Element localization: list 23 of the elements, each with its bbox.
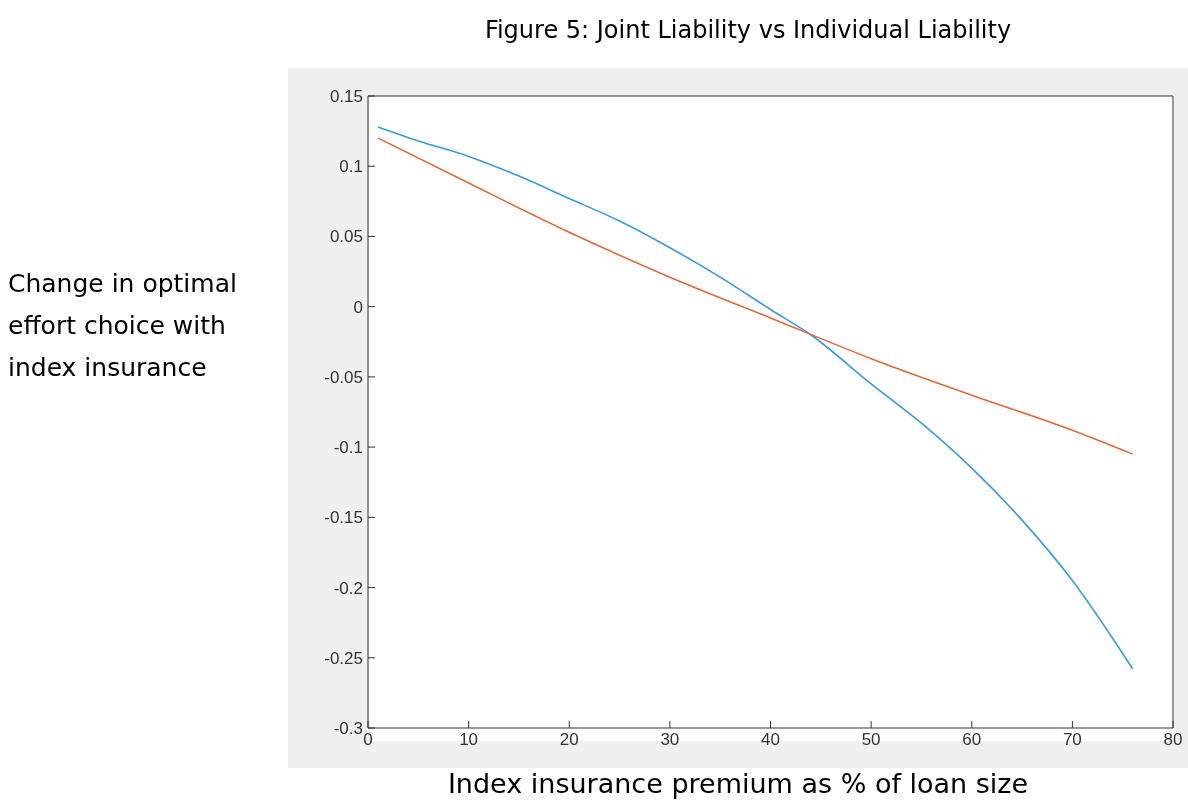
y-tick-label: 0.15: [329, 87, 363, 107]
y-tick-label: 0.05: [329, 227, 363, 247]
line-series: [377, 126, 1134, 670]
y-tick-label: -0.15: [324, 508, 363, 528]
x-tick-label: 60: [962, 730, 982, 750]
x-tick-label: 20: [559, 730, 579, 750]
y-tick-label: -0.05: [324, 367, 363, 387]
x-tick-label: 50: [861, 730, 881, 750]
x-tick-label: 70: [1062, 730, 1082, 750]
x-tick-label: 10: [459, 730, 479, 750]
x-tick-label: 30: [660, 730, 680, 750]
y-tick-label: 0.1: [339, 157, 363, 177]
y-tick-label: -0.2: [333, 578, 363, 598]
chart-title: Figure 5: Joint Liability vs Individual Liability: [483, 16, 1013, 44]
y-tick-label: -0.3: [333, 719, 363, 739]
y-tick-label: 0: [353, 297, 363, 317]
y-tick-label: -0.25: [324, 648, 363, 668]
y-axis-title: Change in optimal effort choice with index insurance: [8, 268, 238, 384]
x-axis-title: Index insurance premium as % of loan size: [288, 768, 1188, 799]
line-series: [377, 137, 1134, 455]
x-tick-label: 40: [761, 730, 780, 750]
x-tick-label: 80: [1163, 730, 1183, 750]
y-tick-label: -0.1: [333, 438, 363, 458]
